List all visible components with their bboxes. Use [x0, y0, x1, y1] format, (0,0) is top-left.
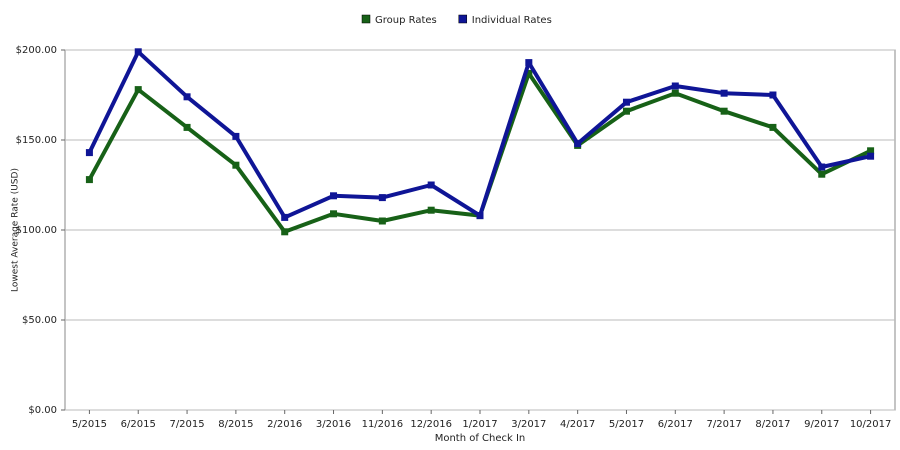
y-tick-label: $100.00	[16, 225, 57, 236]
x-tick-label: 2/2016	[267, 419, 302, 430]
y-tick-label: $50.00	[22, 315, 57, 326]
x-tick-label: 3/2016	[316, 419, 351, 430]
y-tick-label: $200.00	[16, 45, 57, 56]
point	[818, 170, 826, 178]
x-tick-label: 8/2017	[755, 419, 790, 430]
x-tick-label: 9/2017	[804, 419, 839, 430]
legend-swatch	[361, 14, 371, 24]
point	[232, 161, 240, 169]
x-tick-label: 11/2016	[362, 419, 404, 430]
legend-swatch	[458, 14, 468, 24]
x-tick-label: 7/2017	[707, 419, 742, 430]
point	[818, 163, 826, 171]
x-tick-label: 3/2017	[511, 419, 546, 430]
x-tick-label: 8/2015	[218, 419, 253, 430]
point	[134, 48, 142, 56]
y-tick-label: $0.00	[28, 405, 57, 416]
point	[769, 123, 777, 131]
y-axis-label: Lowest Average Rate (USD)	[11, 168, 21, 292]
point	[769, 91, 777, 99]
x-tick-label: 5/2015	[72, 419, 107, 430]
point	[867, 152, 875, 160]
legend-label: Individual Rates	[472, 15, 552, 26]
point	[85, 149, 93, 157]
point	[720, 107, 728, 115]
x-axis-label: Month of Check In	[435, 433, 526, 444]
point	[378, 194, 386, 202]
x-tick-label: 5/2017	[609, 419, 644, 430]
x-tick-label: 6/2015	[121, 419, 156, 430]
point	[671, 82, 679, 90]
point	[476, 212, 484, 220]
point	[622, 107, 630, 115]
point	[232, 132, 240, 140]
point	[525, 59, 533, 67]
point	[720, 89, 728, 97]
point	[330, 192, 338, 200]
point	[378, 217, 386, 225]
point	[427, 181, 435, 189]
point	[281, 228, 289, 236]
point	[574, 140, 582, 148]
point	[183, 123, 191, 131]
x-tick-label: 1/2017	[462, 419, 497, 430]
point	[671, 89, 679, 97]
x-tick-label: 12/2016	[410, 419, 452, 430]
x-tick-label: 7/2015	[169, 419, 204, 430]
y-tick-label: $150.00	[16, 135, 57, 146]
point	[134, 86, 142, 94]
point	[867, 147, 875, 155]
x-tick-label: 10/2017	[850, 419, 892, 430]
x-tick-label: 4/2017	[560, 419, 595, 430]
point	[281, 213, 289, 221]
point	[525, 69, 533, 77]
legend-label: Group Rates	[375, 15, 437, 26]
point	[85, 176, 93, 184]
point	[183, 93, 191, 101]
point	[427, 206, 435, 214]
point	[622, 98, 630, 106]
point	[330, 210, 338, 218]
x-tick-label: 6/2017	[658, 419, 693, 430]
